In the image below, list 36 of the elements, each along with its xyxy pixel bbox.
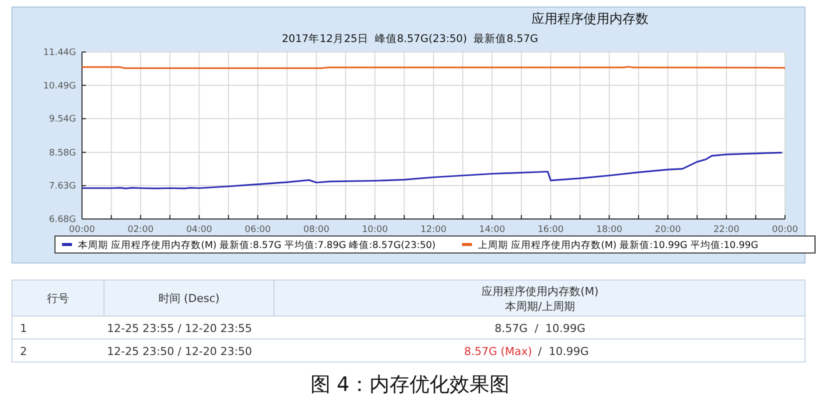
text: 行号: [47, 292, 69, 305]
x-tick-label: 02:00: [128, 225, 154, 235]
caption: 图 4：内存优化效果图: [310, 372, 510, 396]
y-tick-label: 6.68G: [48, 215, 76, 225]
text: 8.57G / 10.99G: [494, 322, 586, 335]
text: 12-25 23:55 / 12-20 23:55: [107, 322, 252, 335]
x-tick-label: 00:00: [69, 225, 96, 235]
x-tick-label: 16:00: [538, 225, 564, 235]
x-tick-label: 10:00: [362, 225, 388, 235]
text: / 10.99G: [538, 345, 589, 358]
line-series: [81, 152, 783, 190]
x-tick-label: 00:00: [772, 225, 798, 235]
y-tick-label: 9.54G: [48, 114, 76, 125]
text: 时间 (Desc): [158, 292, 220, 305]
text: 应用程序使用内存数(M): [481, 285, 599, 298]
x-tick-label: 20:00: [654, 225, 682, 235]
x-tick-label: 22:00: [713, 225, 740, 235]
y-tick-label: 7.63G: [48, 182, 76, 192]
text: 2: [20, 345, 27, 358]
text: 本周期/上周期: [505, 300, 575, 313]
text: 12-25 23:50 / 12-20 23:50: [107, 345, 252, 358]
x-tick-label: 18:00: [596, 225, 622, 235]
x-tick-label: 06:00: [244, 225, 271, 235]
x-tick-label: 08:00: [303, 225, 330, 235]
legend-label: 本周期 应用程序使用内存数(M) 最新值:8.57G 平均值:7.89G 峰值:8.57G(23:50): [78, 239, 436, 251]
chart-title: 应用程序使用内存数: [532, 11, 648, 27]
y-tick-label: 11.44G: [43, 48, 76, 58]
text: 8.57G (Max): [464, 345, 532, 358]
x-tick-label: 04:00: [186, 225, 212, 235]
legend-label: 上周期 应用程序使用内存数(M) 最新值:10.99G 平均值:10.99G: [478, 239, 758, 251]
x-tick-label: 12:00: [420, 225, 447, 235]
chart-subtitle: 2017年12月25日 峰值8.57G(23:50) 最新值8.57G: [282, 32, 538, 45]
y-tick-label: 10.49G: [43, 81, 76, 92]
text: 1: [20, 322, 27, 335]
x-tick-label: 14:00: [479, 225, 506, 235]
y-tick-label: 8.58G: [48, 148, 76, 158]
